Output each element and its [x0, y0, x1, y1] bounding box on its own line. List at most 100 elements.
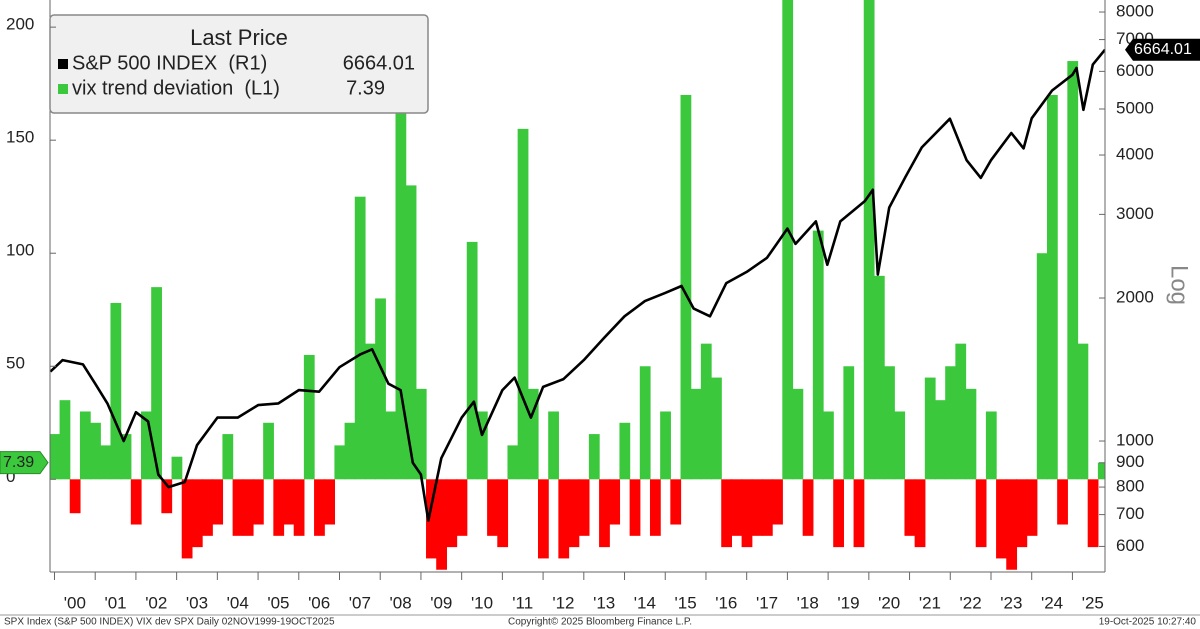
bar — [955, 343, 967, 480]
bar — [436, 479, 447, 570]
bar — [395, 38, 407, 480]
bar — [894, 411, 906, 480]
y2-tick-label: 6000 — [1116, 61, 1154, 80]
bar — [823, 411, 834, 480]
bar — [812, 230, 824, 480]
bar — [914, 479, 926, 548]
legend-title: Last Price — [190, 25, 288, 50]
bar — [1097, 462, 1105, 480]
bar — [497, 479, 509, 548]
y2-tick-label: 3000 — [1116, 204, 1154, 223]
bar — [252, 479, 264, 525]
y-tick-label: 0 — [6, 467, 15, 486]
legend-swatch — [58, 59, 68, 69]
bar — [1026, 479, 1038, 536]
bar — [1036, 253, 1048, 480]
x-tick-label: '02 — [145, 593, 167, 612]
x-tick-label: '13 — [593, 593, 615, 612]
bar — [599, 479, 610, 548]
bar — [79, 411, 91, 480]
y2-tick-label: 4000 — [1116, 145, 1154, 164]
y2-tick-label: 8000 — [1116, 2, 1154, 21]
bar — [548, 411, 559, 480]
x-tick-label: '14 — [634, 593, 656, 612]
bar — [731, 479, 743, 536]
bar — [761, 479, 773, 536]
bar — [588, 434, 600, 480]
bar — [945, 366, 956, 480]
x-tick-label: '12 — [552, 593, 574, 612]
footer-center: Copyright© 2025 Bloomberg Finance L.P. — [508, 617, 692, 628]
y-tick-label: 200 — [6, 15, 34, 34]
bar — [568, 479, 580, 548]
x-tick-label: '05 — [267, 593, 289, 612]
bar — [466, 241, 478, 480]
bar — [639, 366, 651, 480]
x-tick-label: '06 — [308, 593, 330, 612]
bar — [242, 479, 254, 536]
x-tick-label: '18 — [797, 593, 819, 612]
bar — [700, 343, 712, 480]
bar — [935, 400, 946, 480]
last-value-label: 6664.01 — [1134, 41, 1192, 58]
bar — [792, 388, 804, 480]
bar — [50, 434, 61, 480]
y-tick-label: 150 — [6, 128, 34, 147]
y-tick-label: 100 — [6, 241, 34, 260]
bar — [303, 354, 315, 480]
bar — [293, 479, 305, 536]
bar — [649, 479, 661, 536]
bar — [975, 479, 987, 548]
y2-axis-label: Log — [1166, 265, 1193, 305]
bar — [314, 479, 325, 536]
bar — [1046, 94, 1058, 480]
bar — [59, 400, 71, 480]
bar — [283, 479, 295, 525]
y2-tick-label: 1000 — [1116, 431, 1154, 450]
x-tick-label: '19 — [837, 593, 859, 612]
bar — [344, 422, 356, 480]
bar — [141, 411, 152, 480]
bar — [120, 434, 132, 480]
bar — [191, 479, 203, 548]
bar — [578, 479, 590, 536]
bar — [385, 411, 397, 480]
bar — [263, 422, 274, 480]
x-tick-label: '08 — [390, 593, 412, 612]
bar — [558, 479, 570, 559]
legend-value: 7.39 — [346, 77, 385, 99]
footer-left: SPX Index (S&P 500 INDEX) VIX dev SPX Da… — [4, 617, 335, 628]
bar — [802, 479, 814, 536]
x-tick-label: '21 — [919, 593, 941, 612]
bar — [751, 479, 763, 536]
x-tick-label: '10 — [471, 593, 493, 612]
bar — [161, 479, 173, 514]
x-tick-label: '15 — [675, 593, 697, 612]
bar — [863, 0, 875, 480]
bar — [507, 445, 519, 480]
x-tick-label: '01 — [104, 593, 126, 612]
bar — [985, 411, 997, 480]
bar — [324, 479, 336, 525]
bar — [772, 479, 783, 525]
bar — [181, 479, 193, 559]
bar — [843, 366, 855, 480]
bar — [782, 0, 794, 480]
bar — [517, 128, 529, 480]
bar — [90, 422, 101, 480]
bar — [690, 388, 702, 480]
bar — [670, 479, 682, 525]
y2-tick-label: 900 — [1116, 452, 1144, 471]
x-tick-label: '20 — [878, 593, 900, 612]
y2-tick-label: 800 — [1116, 477, 1144, 496]
legend-box — [49, 14, 429, 114]
bar — [1077, 343, 1089, 480]
bar — [405, 185, 417, 480]
legend-swatch — [58, 84, 68, 94]
x-tick-label: '00 — [64, 593, 86, 612]
bar — [100, 445, 112, 480]
y2-tick-label: 2000 — [1116, 288, 1154, 307]
bar — [884, 366, 895, 480]
bar — [476, 411, 488, 480]
x-tick-label: '17 — [756, 593, 778, 612]
